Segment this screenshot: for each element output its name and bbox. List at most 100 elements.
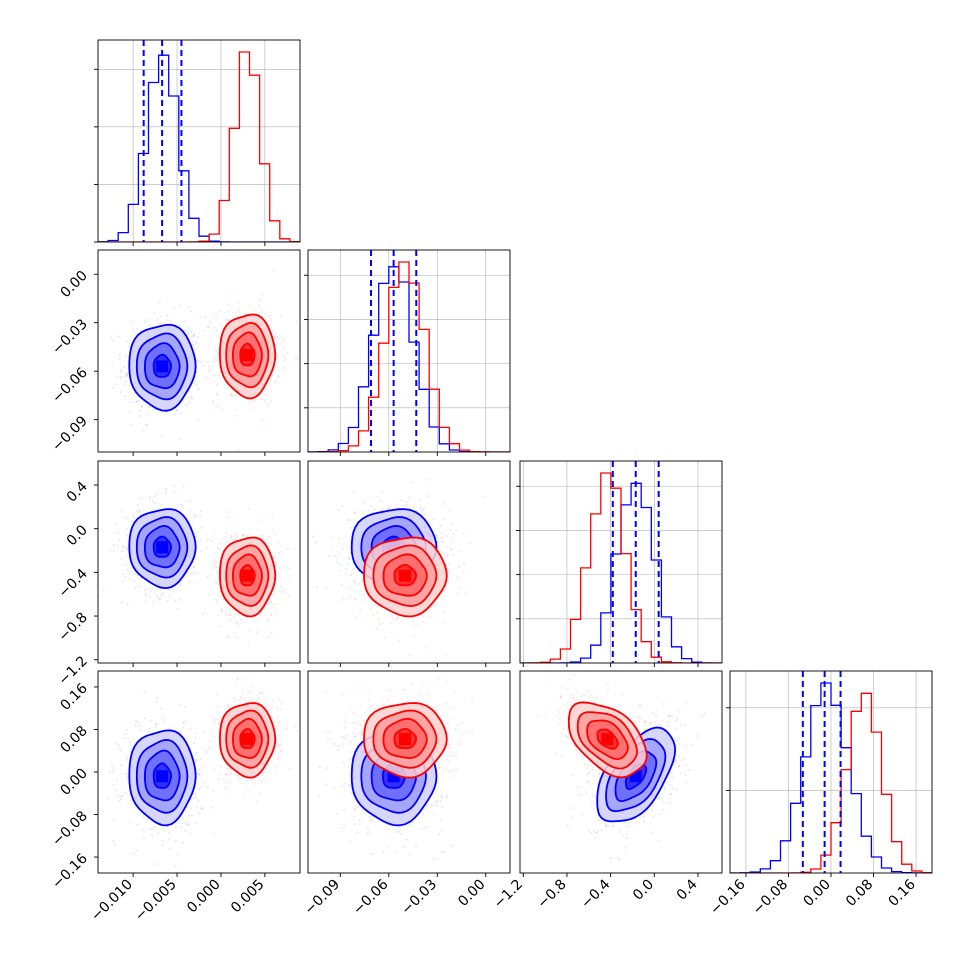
scatter-point <box>202 613 205 616</box>
scatter-point <box>283 369 286 373</box>
scatter-point <box>255 698 258 701</box>
scatter-point <box>430 805 433 808</box>
scatter-point <box>340 785 344 788</box>
scatter-point <box>277 734 280 737</box>
scatter-point <box>145 594 148 597</box>
scatter-point <box>442 502 445 505</box>
scatter-point <box>278 336 281 339</box>
scatter-point <box>450 537 453 540</box>
scatter-point <box>420 827 423 830</box>
scatter-point <box>462 570 465 573</box>
scatter-point <box>118 353 121 356</box>
scatter-point <box>276 541 279 544</box>
scatter-point <box>328 555 331 558</box>
scatter-point <box>167 838 170 841</box>
scatter-point <box>288 767 291 770</box>
scatter-point <box>279 741 282 744</box>
scatter-point <box>174 599 177 603</box>
scatter-point <box>226 703 229 706</box>
scatter-point <box>224 786 227 790</box>
scatter-point <box>211 806 214 809</box>
scatter-point <box>153 863 156 866</box>
scatter-point <box>227 772 230 776</box>
scatter-point <box>195 732 198 735</box>
scatter-point <box>252 778 255 781</box>
scatter-point <box>149 406 152 409</box>
scatter-point <box>203 315 206 318</box>
scatter-point <box>234 701 237 704</box>
scatter-point <box>446 545 449 549</box>
y-tick-label: −0.06 <box>49 365 91 407</box>
scatter-point <box>448 570 451 573</box>
scatter-point <box>212 735 215 738</box>
scatter-point <box>95 801 97 803</box>
scatter-point <box>148 414 151 417</box>
scatter-point <box>248 401 252 404</box>
scatter-point <box>376 611 379 614</box>
scatter-point <box>116 544 119 547</box>
scatter-point <box>143 691 146 694</box>
scatter-point <box>451 844 454 847</box>
scatter-point <box>138 724 141 727</box>
scatter-point <box>110 336 113 339</box>
scatter-point <box>376 605 379 608</box>
scatter-point <box>176 409 179 412</box>
scatter-point <box>276 758 279 761</box>
scatter-point <box>370 852 373 856</box>
scatter-point <box>278 573 281 576</box>
scatter-point <box>209 739 212 742</box>
scatter-point <box>181 817 184 820</box>
scatter-point <box>436 536 439 539</box>
scatter-point <box>172 490 175 493</box>
scatter-point <box>311 535 314 538</box>
scatter-point <box>337 744 340 748</box>
scatter-point <box>196 418 199 421</box>
scatter-point <box>210 364 214 367</box>
scatter-point <box>225 773 228 777</box>
scatter-point <box>366 773 369 777</box>
scatter-point <box>272 606 275 609</box>
scatter-point <box>135 400 138 404</box>
scatter-point <box>200 550 203 553</box>
scatter-point <box>451 522 454 525</box>
scatter-point <box>215 566 218 569</box>
density-peak <box>156 360 169 373</box>
scatter-point <box>178 730 181 733</box>
contour-line <box>143 749 181 802</box>
scatter-point <box>137 400 140 403</box>
scatter-point <box>106 797 109 801</box>
scatter-point <box>134 331 137 334</box>
scatter-point <box>207 593 211 597</box>
scatter-point <box>421 532 424 535</box>
scatter-point <box>233 696 237 700</box>
scatter-point <box>423 526 427 529</box>
scatter-point <box>329 536 332 539</box>
scatter-point <box>398 530 402 533</box>
y-tick-label: 0.4 <box>64 478 91 505</box>
contour-line <box>135 738 189 814</box>
scatter-point <box>184 706 187 709</box>
scatter-point <box>279 750 282 753</box>
scatter-point <box>433 604 436 608</box>
scatter-point <box>128 345 131 348</box>
scatter-point <box>130 400 134 403</box>
scatter-point <box>425 646 428 649</box>
scatter-point <box>275 613 278 616</box>
scatter-point <box>215 328 218 332</box>
scatter-point <box>227 636 230 639</box>
scatter-point <box>395 618 398 621</box>
scatter-point <box>212 566 215 570</box>
scatter-point <box>195 822 198 825</box>
scatter-point <box>111 364 114 367</box>
scatter-point <box>230 519 234 522</box>
scatter-point <box>295 357 298 360</box>
scatter-point <box>125 773 128 776</box>
scatter-point <box>181 506 184 509</box>
scatter-point <box>367 690 370 693</box>
scatter-point <box>403 504 406 507</box>
scatter-point <box>278 721 281 724</box>
scatter-point <box>376 627 379 630</box>
scatter-point <box>126 602 129 606</box>
scatter-point <box>444 588 448 591</box>
scatter-point <box>413 505 416 508</box>
